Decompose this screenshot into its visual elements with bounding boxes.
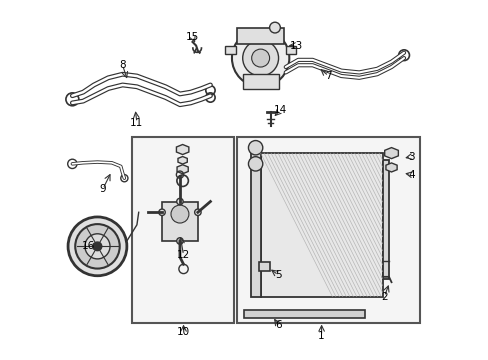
Bar — [224, 45, 235, 54]
Text: 11: 11 — [130, 118, 143, 128]
Circle shape — [231, 30, 289, 87]
Polygon shape — [178, 157, 187, 164]
Polygon shape — [385, 163, 396, 172]
Circle shape — [242, 40, 278, 76]
Circle shape — [194, 209, 201, 216]
Bar — [237, 137, 419, 323]
Text: 9: 9 — [100, 184, 106, 194]
Bar — [242, 74, 278, 89]
Polygon shape — [177, 165, 188, 174]
Text: 5: 5 — [275, 270, 281, 280]
Bar — [131, 137, 233, 323]
Text: 15: 15 — [185, 32, 199, 41]
Bar — [258, 262, 269, 271]
Polygon shape — [384, 148, 398, 159]
Bar — [250, 153, 260, 297]
Text: 7: 7 — [325, 71, 331, 81]
Circle shape — [176, 198, 183, 205]
Circle shape — [85, 234, 110, 259]
Text: 3: 3 — [407, 152, 414, 162]
Text: 2: 2 — [380, 292, 387, 302]
Circle shape — [171, 205, 188, 223]
Circle shape — [75, 224, 120, 269]
Bar — [285, 45, 296, 54]
Polygon shape — [176, 144, 188, 154]
Bar — [237, 28, 284, 44]
Circle shape — [248, 140, 262, 155]
Text: 12: 12 — [177, 250, 190, 260]
Circle shape — [251, 49, 269, 67]
Bar — [244, 310, 364, 318]
Circle shape — [248, 157, 262, 171]
Text: 13: 13 — [289, 41, 303, 50]
Bar — [162, 202, 198, 241]
Circle shape — [93, 242, 102, 251]
Text: 8: 8 — [119, 60, 125, 70]
Text: 4: 4 — [407, 170, 414, 180]
Text: 10: 10 — [177, 327, 190, 337]
Text: 6: 6 — [275, 320, 281, 330]
Bar — [260, 153, 382, 297]
Circle shape — [159, 209, 165, 216]
Text: 16: 16 — [81, 241, 95, 251]
Text: 14: 14 — [273, 105, 286, 115]
Circle shape — [176, 238, 183, 244]
Text: 1: 1 — [318, 331, 324, 341]
Bar — [382, 160, 388, 279]
Circle shape — [68, 217, 126, 276]
Circle shape — [269, 22, 280, 33]
